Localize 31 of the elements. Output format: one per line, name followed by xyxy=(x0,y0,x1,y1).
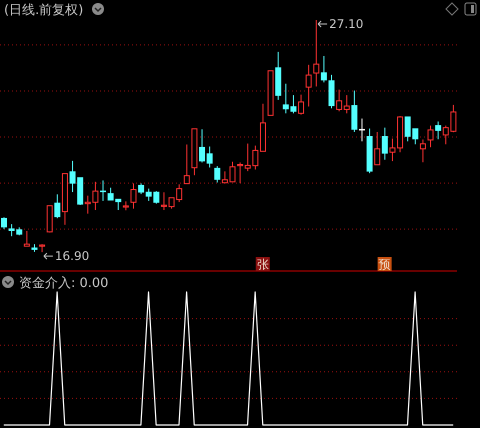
candlestick xyxy=(344,94,350,114)
candlestick xyxy=(358,118,366,142)
candlestick xyxy=(374,131,380,166)
chart-title: (日线.前复权) xyxy=(4,3,84,18)
candlestick xyxy=(404,116,411,142)
candlestick xyxy=(412,128,418,145)
candlestick xyxy=(1,216,7,230)
candlestick xyxy=(115,198,122,211)
annotation: 张 xyxy=(256,258,269,272)
annotation: 27.10 xyxy=(329,17,364,32)
candlestick xyxy=(313,20,320,87)
candlestick xyxy=(435,121,442,140)
candlestick xyxy=(298,94,304,116)
candlestick xyxy=(382,127,388,160)
candlestick xyxy=(153,190,160,204)
candlestick xyxy=(428,125,434,148)
candlestick xyxy=(54,194,60,219)
candlestick xyxy=(351,90,358,132)
candlestick xyxy=(99,180,107,202)
chart-title: 资金介入: 0.00 xyxy=(19,276,108,291)
candlestick xyxy=(336,89,342,112)
candlestick xyxy=(306,64,312,107)
candlestick xyxy=(184,144,190,184)
candlestick xyxy=(24,230,30,247)
candlestick xyxy=(214,166,220,183)
annotation: 16.90 xyxy=(54,249,90,264)
candlestick xyxy=(130,182,136,210)
candlestick xyxy=(420,138,426,163)
candlestick xyxy=(108,187,114,201)
candlestick xyxy=(320,55,327,83)
annotation: 预 xyxy=(378,258,391,272)
